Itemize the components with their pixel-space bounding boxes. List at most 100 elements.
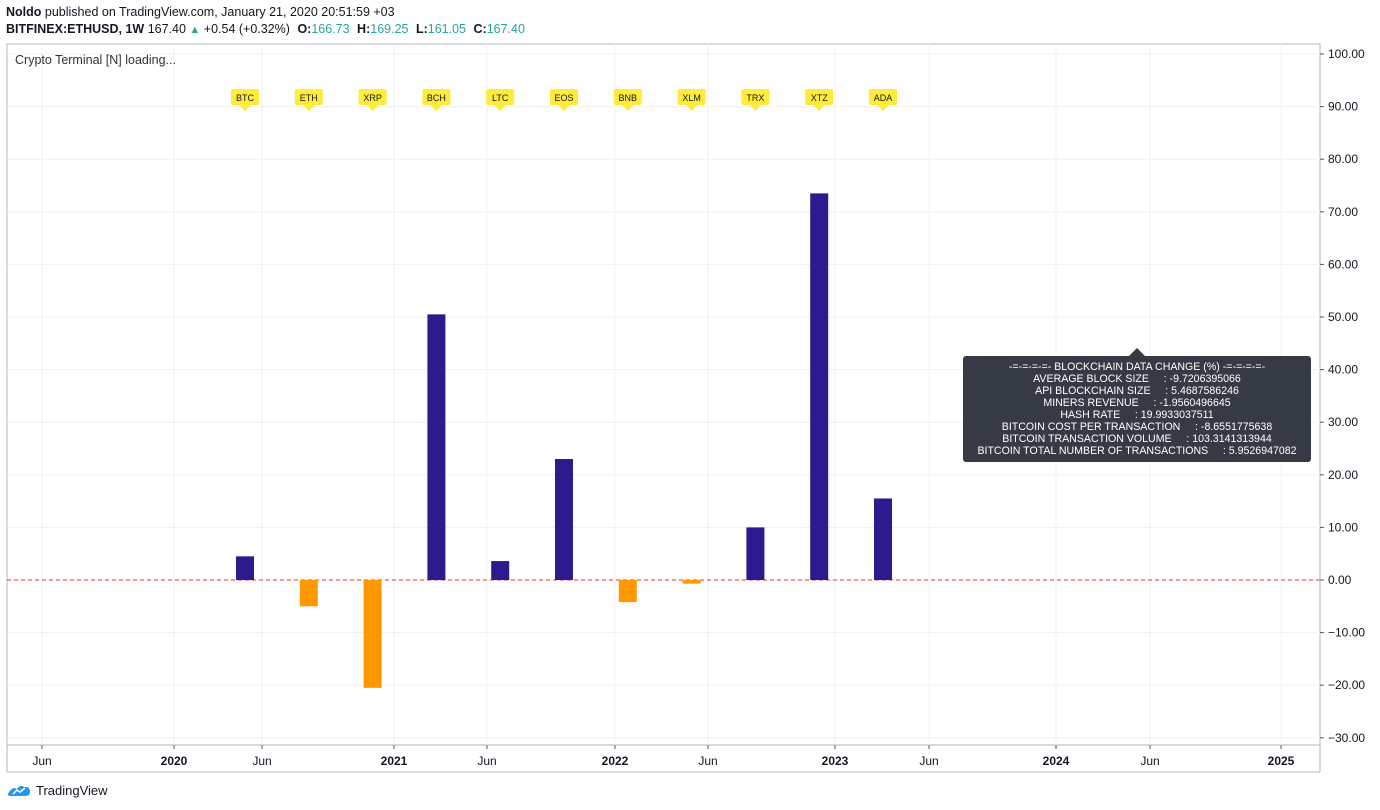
open-value: 166.73 [311,22,350,36]
bar-eth[interactable] [299,580,318,607]
label-flag-pointer [813,105,826,111]
low-value: 161.05 [427,22,467,36]
x-tick-label: 2022 [602,754,629,768]
tradingview-brand: TradingView [36,782,108,798]
label-flag-pointer [749,105,762,111]
y-tick-label: 0.00 [1328,573,1352,587]
blockchain-data-tooltip: -=-=-=-=- BLOCKCHAIN DATA CHANGE (%) -=-… [963,348,1311,462]
x-tick-label: Jun [698,754,717,768]
label-flag-trx [741,89,770,105]
bar-xrp[interactable] [363,580,382,688]
bar-eos[interactable] [555,459,573,580]
label-flag-eth [294,89,323,105]
label-flag-ltc [486,89,515,105]
tooltip-line: MINERS REVENUE : -1.9560496645 [1043,397,1231,409]
tradingview-logo[interactable]: TradingView [6,782,108,798]
symbol-name: BITFINEX:ETHUSD, 1W [6,22,145,36]
label-flag-xtz [805,89,834,105]
x-tick-label: Jun [1140,754,1159,768]
label-bnb: BNB [619,93,638,103]
x-tick-label: 2020 [161,754,188,768]
y-tick-label: 60.00 [1328,257,1358,271]
tooltip-line: BITCOIN TRANSACTION VOLUME : 103.3141313… [1002,433,1272,445]
open-label: O: [297,22,312,36]
label-bch: BCH [427,93,446,103]
high-value: 169.25 [370,22,409,36]
bar-ltc[interactable] [491,561,510,580]
bar-bnb[interactable] [618,580,637,603]
label-flag-pointer [302,105,315,111]
indicator-title[interactable]: Crypto Terminal [N] loading... [15,53,176,67]
tooltip-line: AVERAGE BLOCK SIZE : -9.7206395066 [1033,373,1241,385]
label-flag-eos [550,89,578,105]
label-flag-bch [422,89,451,105]
y-tick-label: 40.00 [1328,363,1358,377]
label-xlm: XLM [682,93,701,103]
y-tick-label: 70.00 [1328,205,1358,219]
y-tick-label: −10.00 [1328,626,1365,640]
label-flag-xlm [677,89,706,105]
label-flag-btc [231,89,259,105]
y-tick-label: −20.00 [1328,678,1365,692]
y-tick-label: 90.00 [1328,100,1358,114]
bar-xtz[interactable] [810,193,829,580]
label-flag-bnb [613,89,642,105]
label-flag-pointer [685,105,698,111]
y-tick-label: 100.00 [1328,47,1365,61]
y-tick-label: 20.00 [1328,468,1358,482]
close-label: C: [473,22,487,36]
y-tick-label: 80.00 [1328,152,1358,166]
y-tick-label: 30.00 [1328,415,1358,429]
x-tick-label: 2023 [822,754,849,768]
high-label: H: [357,22,371,36]
y-tick-label: −30.00 [1328,731,1365,745]
label-flag-pointer [877,105,889,111]
label-flag-pointer [494,105,507,111]
price-change: +0.54 (+0.32%) [203,22,290,36]
close-value: 167.40 [486,22,525,36]
tooltip-line: -=-=-=-=- BLOCKCHAIN DATA CHANGE (%) -=-… [1008,361,1266,373]
label-flag-pointer [558,105,570,111]
tooltip-line: BITCOIN COST PER TRANSACTION : -8.655177… [1001,421,1273,433]
x-tick-label: 2024 [1043,754,1070,768]
bar-btc[interactable] [236,556,254,580]
chart-header: Noldo published on TradingView.com, Janu… [6,4,525,39]
last-price: 167.40 [147,22,186,36]
tooltip-line: BITCOIN TOTAL NUMBER OF TRANSACTIONS : 5… [977,445,1297,457]
y-tick-label: 10.00 [1328,520,1358,534]
low-label: L: [415,22,428,36]
bar-ada[interactable] [874,498,892,580]
label-ltc: LTC [492,93,509,103]
label-flag-ada [869,89,897,105]
author-name: Noldo [6,5,42,19]
label-flag-pointer [239,105,251,111]
label-trx: TRX [746,93,764,103]
y-tick-label: 50.00 [1328,310,1358,324]
plot-frame [6,43,1321,746]
label-flag-pointer [366,105,379,111]
label-btc: BTC [236,93,255,103]
tooltip-line: API BLOCKCHAIN SIZE : 5.4687586246 [1035,385,1239,397]
label-xrp: XRP [363,93,382,103]
bar-xlm[interactable] [682,580,701,584]
x-tick-label: Jun [919,754,938,768]
label-eth: ETH [300,93,318,103]
publish-info: published on TradingView.com, January 21… [41,5,395,19]
tooltip-line: HASH RATE : 19.9933037511 [1060,409,1214,421]
label-flag-pointer [621,105,634,111]
label-flag-xrp [358,89,387,105]
label-eos: EOS [554,93,573,103]
x-tick-label: Jun [252,754,271,768]
up-arrow-icon: ▲ [189,24,201,36]
x-tick-label: 2021 [381,754,408,768]
x-tick-label: Jun [477,754,496,768]
bar-trx[interactable] [746,527,765,580]
bar-bch[interactable] [427,314,446,580]
x-tick-label: 2025 [1268,754,1295,768]
symbol-line: BITFINEX:ETHUSD, 1W 167.40 ▲ +0.54 (+0.3… [6,21,525,39]
x-tick-label: Jun [32,754,51,768]
label-ada: ADA [874,93,893,103]
publish-line: Noldo published on TradingView.com, Janu… [6,4,525,21]
label-xtz: XTZ [811,93,829,103]
